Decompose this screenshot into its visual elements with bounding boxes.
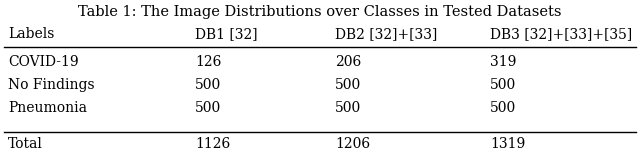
Text: COVID-19: COVID-19 (8, 55, 79, 69)
Text: 500: 500 (195, 101, 221, 115)
Text: 500: 500 (335, 78, 361, 92)
Text: 500: 500 (335, 101, 361, 115)
Text: 1126: 1126 (195, 137, 230, 151)
Text: Table 1: The Image Distributions over Classes in Tested Datasets: Table 1: The Image Distributions over Cl… (78, 5, 562, 19)
Text: DB3 [32]+[33]+[35]: DB3 [32]+[33]+[35] (490, 27, 632, 41)
Text: No Findings: No Findings (8, 78, 95, 92)
Text: Pneumonia: Pneumonia (8, 101, 87, 115)
Text: 319: 319 (490, 55, 516, 69)
Text: 1206: 1206 (335, 137, 370, 151)
Text: DB2 [32]+[33]: DB2 [32]+[33] (335, 27, 437, 41)
Text: 500: 500 (490, 101, 516, 115)
Text: 126: 126 (195, 55, 221, 69)
Text: 500: 500 (490, 78, 516, 92)
Text: 500: 500 (195, 78, 221, 92)
Text: 1319: 1319 (490, 137, 525, 151)
Text: Labels: Labels (8, 27, 54, 41)
Text: Total: Total (8, 137, 43, 151)
Text: DB1 [32]: DB1 [32] (195, 27, 258, 41)
Text: 206: 206 (335, 55, 361, 69)
